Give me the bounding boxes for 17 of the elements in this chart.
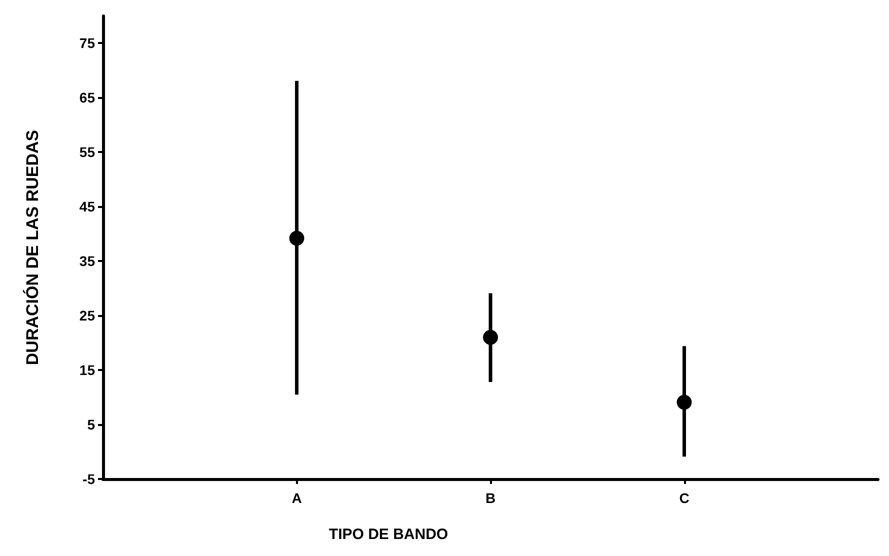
point <box>483 330 498 345</box>
y-tick-label: 55 <box>79 144 96 160</box>
y-tick-label: -5 <box>82 471 96 487</box>
y-tick-label: 45 <box>79 198 96 215</box>
y-tick-label: 5 <box>87 416 96 433</box>
x-tick-label: B <box>485 490 496 506</box>
y-axis-title: DURACIÓN DE LAS RUEDAS <box>22 130 42 366</box>
x-tick-label: A <box>292 490 302 506</box>
point <box>289 230 304 246</box>
y-tick-label: 65 <box>79 90 96 106</box>
y-tick-label: 35 <box>79 253 96 270</box>
x-tick-label: C <box>679 490 690 506</box>
y-tick-label: 15 <box>79 362 96 378</box>
point <box>676 394 692 410</box>
y-tick-label: 25 <box>79 308 96 324</box>
y-tick-label: 75 <box>79 35 96 52</box>
x-axis-title: TIPO DE BANDO <box>328 526 448 543</box>
